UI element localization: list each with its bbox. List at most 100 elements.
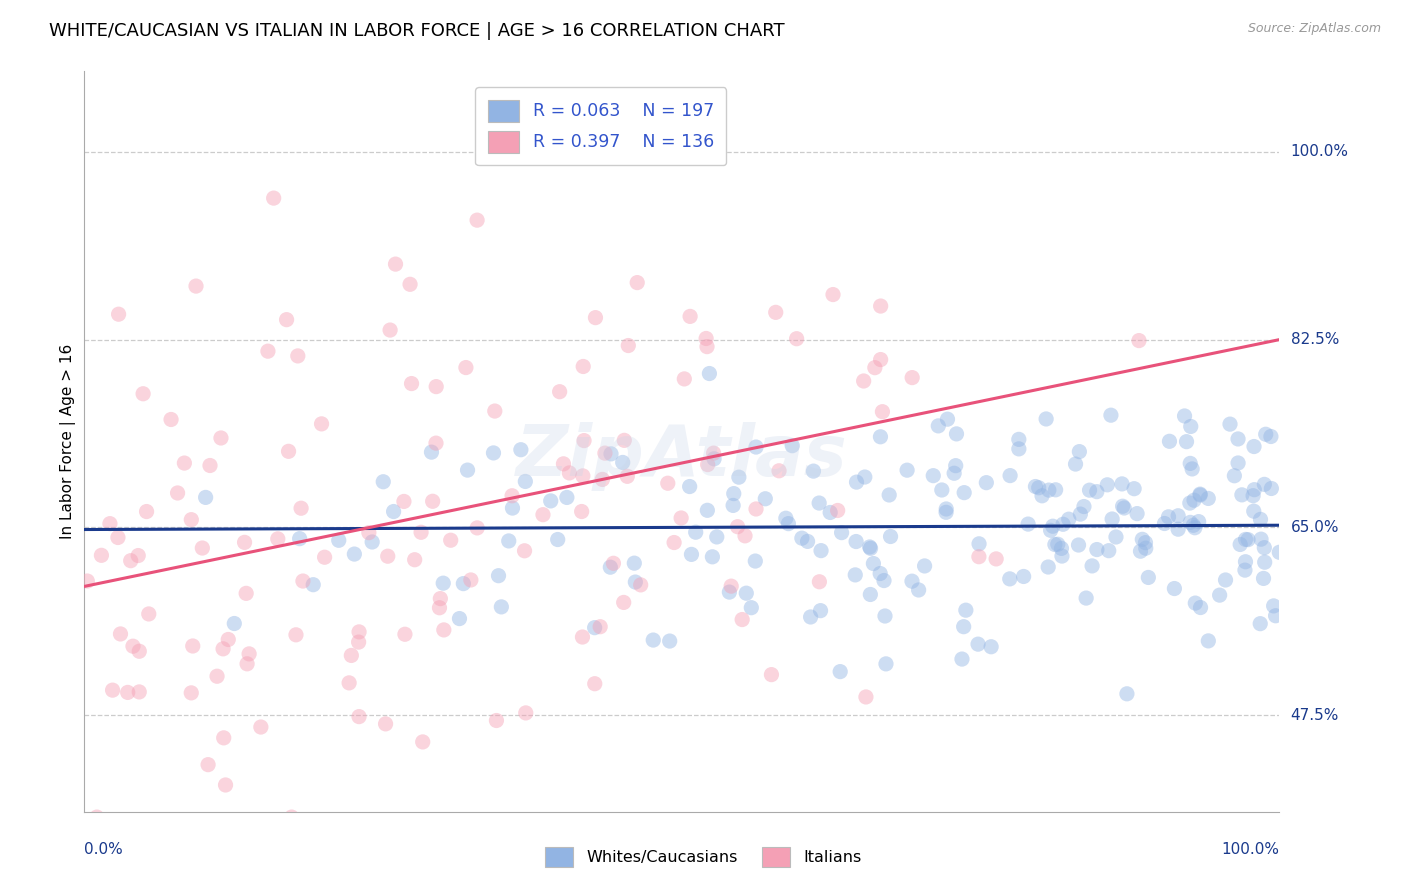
Point <box>643 633 665 648</box>
Point <box>384 257 406 271</box>
Point <box>1250 532 1272 546</box>
Point <box>1227 456 1250 470</box>
Point <box>1008 433 1031 447</box>
Point <box>181 639 204 653</box>
Point <box>302 577 325 591</box>
Point <box>555 491 578 505</box>
Point <box>702 549 724 564</box>
Point <box>1197 491 1219 506</box>
Point <box>340 648 363 663</box>
Point <box>616 469 638 483</box>
Text: 100.0%: 100.0% <box>1291 145 1348 160</box>
Point <box>1243 440 1265 454</box>
Text: 65.0%: 65.0% <box>1291 520 1339 535</box>
Point <box>1153 516 1175 531</box>
Point <box>1008 442 1031 456</box>
Text: 82.5%: 82.5% <box>1291 332 1339 347</box>
Point <box>1135 535 1157 549</box>
Point <box>1028 481 1050 495</box>
Point <box>931 483 953 497</box>
Point <box>212 731 235 745</box>
Point <box>76 574 98 588</box>
Point <box>745 440 768 454</box>
Point <box>361 535 384 549</box>
Point <box>1069 444 1091 458</box>
Point <box>673 372 696 386</box>
Point <box>433 623 456 637</box>
Point <box>1241 489 1264 503</box>
Point <box>901 574 924 589</box>
Point <box>720 579 742 593</box>
Point <box>744 554 766 568</box>
Point <box>935 505 957 519</box>
Point <box>1050 541 1073 556</box>
Point <box>1189 487 1212 501</box>
Point <box>571 630 593 644</box>
Point <box>945 426 967 441</box>
Point <box>399 277 422 292</box>
Point <box>855 690 877 704</box>
Point <box>429 600 451 615</box>
Point <box>1057 512 1080 526</box>
Point <box>803 464 825 478</box>
Point <box>374 717 396 731</box>
Point <box>986 552 1008 566</box>
Point <box>1111 500 1133 514</box>
Point <box>1234 533 1257 547</box>
Point <box>768 464 790 478</box>
Point <box>128 685 150 699</box>
Point <box>509 442 531 457</box>
Point <box>1085 542 1108 557</box>
Point <box>669 511 692 525</box>
Point <box>945 458 967 473</box>
Point <box>465 213 488 227</box>
Point <box>236 657 259 671</box>
Point <box>695 331 717 345</box>
Point <box>311 417 333 431</box>
Point <box>845 534 868 549</box>
Point <box>1260 482 1282 496</box>
Point <box>412 735 434 749</box>
Point <box>180 686 202 700</box>
Point <box>1249 616 1271 631</box>
Point <box>1128 334 1150 348</box>
Point <box>630 578 652 592</box>
Point <box>790 531 813 545</box>
Point <box>1157 509 1180 524</box>
Point <box>1180 516 1202 530</box>
Point <box>488 568 510 582</box>
Point <box>135 504 157 518</box>
Point <box>612 455 634 469</box>
Point <box>1263 599 1285 613</box>
Point <box>1099 408 1122 422</box>
Point <box>513 543 536 558</box>
Point <box>662 535 685 549</box>
Point <box>1038 483 1060 497</box>
Point <box>800 610 823 624</box>
Point <box>531 508 554 522</box>
Text: 100.0%: 100.0% <box>1222 842 1279 857</box>
Point <box>138 607 160 621</box>
Point <box>1024 479 1046 493</box>
Point <box>194 491 217 505</box>
Point <box>1163 582 1185 596</box>
Point <box>122 639 145 653</box>
Point <box>1178 496 1201 510</box>
Point <box>831 525 853 540</box>
Point <box>976 475 998 490</box>
Point <box>852 374 875 388</box>
Point <box>873 574 896 588</box>
Point <box>1052 517 1074 532</box>
Point <box>589 620 612 634</box>
Point <box>1184 521 1206 535</box>
Point <box>238 647 260 661</box>
Point <box>745 502 768 516</box>
Point <box>515 475 537 489</box>
Point <box>378 323 401 337</box>
Point <box>263 191 285 205</box>
Y-axis label: In Labor Force | Age > 16: In Labor Force | Age > 16 <box>60 344 76 539</box>
Point <box>616 134 638 148</box>
Point <box>818 506 841 520</box>
Point <box>1219 417 1241 431</box>
Point <box>572 359 595 374</box>
